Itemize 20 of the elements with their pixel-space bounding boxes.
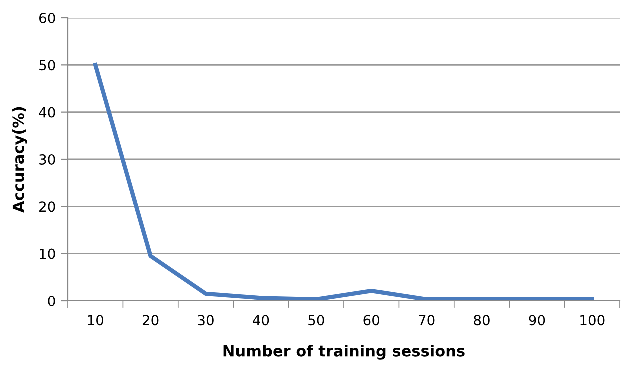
- x-tick-label: 60: [364, 315, 380, 326]
- y-tick-label: 50: [40, 60, 56, 71]
- x-tick-label: 40: [253, 315, 270, 326]
- y-tick-label: 10: [40, 248, 56, 260]
- y-axis-title: Accuracy(%): [12, 107, 28, 213]
- x-tick-label: 30: [198, 315, 214, 326]
- x-tick-label: 100: [580, 315, 605, 326]
- x-axis-title: Number of training sessions: [224, 344, 465, 360]
- x-tick-label: 70: [419, 315, 435, 326]
- y-tick-label: 40: [39, 107, 56, 118]
- line-series: [94, 63, 594, 301]
- y-tick-label: 20: [40, 202, 56, 212]
- x-tick-label: 20: [142, 315, 159, 326]
- x-tick-label: 80: [474, 315, 490, 326]
- x-tick-label: 50: [308, 315, 324, 326]
- x-tick-label: 10: [88, 315, 104, 326]
- y-tick-label: 30: [40, 154, 56, 165]
- x-tick-label: 90: [529, 315, 546, 326]
- y-tick-label: 0: [48, 296, 56, 306]
- y-tick-label: 60: [39, 12, 56, 24]
